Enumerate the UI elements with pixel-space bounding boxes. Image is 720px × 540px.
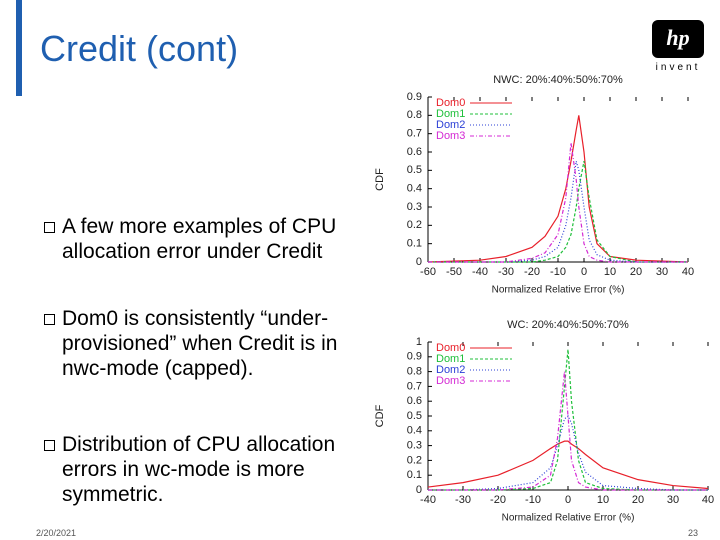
y-axis-label: CDF [374, 168, 386, 191]
y-tick-label: 0.3 [407, 201, 422, 213]
y-tick-label: 0.8 [407, 366, 422, 378]
y-tick-label: 0 [416, 256, 422, 268]
y-tick-label: 0.3 [407, 440, 422, 452]
x-tick-label: -10 [525, 494, 541, 506]
legend-label: Dom3 [436, 130, 465, 142]
y-tick-label: 0.9 [407, 91, 422, 103]
y-tick-label: 0.4 [407, 425, 422, 437]
legend-label: Dom0 [436, 97, 465, 109]
bullet-text: A few more examples of CPU allocation er… [62, 215, 337, 263]
x-tick-label: -40 [420, 494, 436, 506]
x-tick-label: 10 [604, 266, 616, 278]
x-tick-label: -30 [455, 494, 471, 506]
bullet: Distribution of CPU allocation errors in… [44, 432, 382, 507]
footer-date: 2/20/2021 [36, 528, 77, 538]
x-axis-label: Normalized Relative Error (%) [492, 285, 625, 296]
chart-title: NWC: 20%:40%:50%:70% [493, 74, 623, 86]
y-tick-label: 0.6 [407, 395, 422, 407]
bullet: A few more examples of CPU allocation er… [44, 214, 382, 264]
logo: hp invent [652, 20, 704, 73]
y-tick-label: 0.5 [407, 164, 422, 176]
x-tick-label: 40 [682, 266, 694, 278]
y-tick-label: 0.5 [407, 410, 422, 422]
y-tick-label: 0.2 [407, 454, 422, 466]
x-tick-label: 10 [597, 494, 609, 506]
accent-bar [16, 0, 22, 96]
x-tick-label: -50 [446, 266, 462, 278]
y-tick-label: 0.7 [407, 380, 422, 392]
line-series [428, 161, 688, 263]
y-tick-label: 0 [416, 484, 422, 496]
line-series [428, 142, 688, 263]
bullet: Dom0 is consistently “under-provisioned”… [44, 306, 382, 381]
bullet-text: Distribution of CPU allocation errors in… [62, 433, 336, 506]
legend-label: Dom2 [436, 364, 465, 376]
chart-title: WC: 20%:40%:50%:70% [507, 319, 629, 331]
x-tick-label: -20 [524, 266, 540, 278]
x-tick-label: 20 [630, 266, 642, 278]
y-tick-label: 0.4 [407, 183, 422, 195]
line-series [428, 371, 708, 491]
legend-label: Dom1 [436, 108, 465, 120]
logo-tagline: invent [655, 62, 701, 73]
legend-label: Dom1 [436, 353, 465, 365]
y-tick-label: 0.7 [407, 128, 422, 140]
legend-label: Dom2 [436, 119, 465, 131]
x-tick-label: 0 [581, 266, 587, 278]
x-tick-label: 40 [702, 494, 714, 506]
page-number: 23 [688, 528, 699, 538]
x-tick-label: -40 [472, 266, 488, 278]
y-tick-label: 0.1 [407, 238, 422, 250]
line-series [427, 440, 709, 490]
x-tick-label: 30 [667, 494, 679, 506]
x-tick-label: -30 [498, 266, 514, 278]
line-series [427, 115, 689, 263]
x-tick-label: -20 [490, 494, 506, 506]
legend-label: Dom3 [436, 375, 465, 387]
y-tick-label: 1 [416, 336, 422, 348]
y-tick-label: 0.1 [407, 469, 422, 481]
legend-label: Dom0 [436, 342, 465, 354]
line-series [428, 161, 688, 263]
slide-title: Credit (cont) [40, 28, 239, 69]
line-series [428, 415, 708, 491]
y-tick-label: 0.8 [407, 109, 422, 121]
x-tick-label: -60 [420, 266, 436, 278]
x-axis-label: Normalized Relative Error (%) [502, 513, 635, 524]
x-tick-label: 30 [656, 266, 668, 278]
bullet-text: Dom0 is consistently “under-provisioned”… [62, 307, 338, 380]
x-tick-label: 0 [565, 494, 571, 506]
y-axis-label: CDF [374, 404, 386, 427]
x-tick-label: 20 [632, 494, 644, 506]
y-tick-label: 0.9 [407, 351, 422, 363]
y-tick-label: 0.6 [407, 146, 422, 158]
logo-mark: hp [652, 20, 704, 58]
x-tick-label: -10 [550, 266, 566, 278]
y-tick-label: 0.2 [407, 219, 422, 231]
